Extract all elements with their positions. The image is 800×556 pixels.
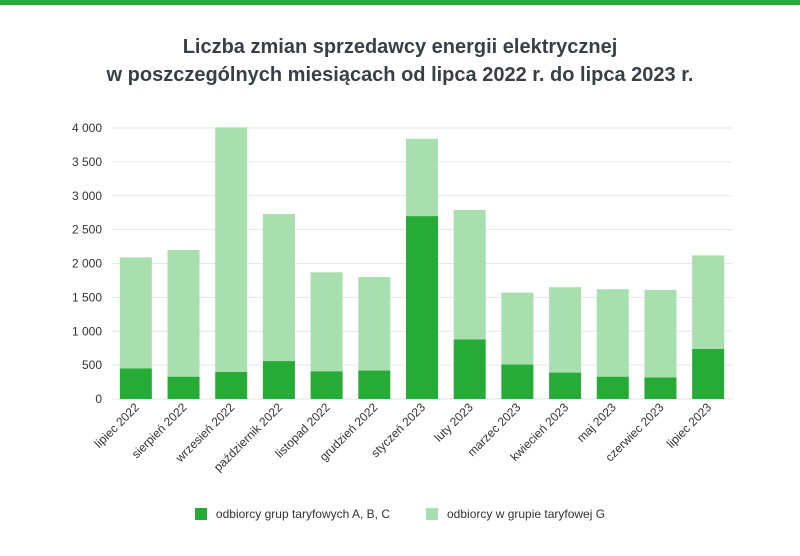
bar-segment-abc (692, 348, 725, 399)
chart-legend: odbiorcy grup taryfowych A, B, C odbiorc… (0, 507, 800, 521)
bar-segment-abc (596, 376, 629, 399)
legend-item-g: odbiorcy w grupie taryfowej G (426, 507, 605, 521)
legend-label-abc: odbiorcy grup taryfowych A, B, C (215, 507, 390, 521)
bar-segment-abc (310, 371, 343, 399)
y-tick-label: 3 000 (72, 189, 102, 203)
chart-title: Liczba zmian sprzedawcy energii elektryc… (0, 33, 800, 89)
y-tick-label: 2 500 (72, 223, 102, 237)
y-tick-label: 500 (82, 358, 102, 372)
y-tick-label: 1 000 (72, 324, 102, 338)
y-tick-label: 1 500 (72, 290, 102, 304)
y-tick-label: 3 500 (72, 155, 102, 169)
bar-segment-g (596, 289, 629, 377)
x-tick-label: maj 2023 (574, 400, 619, 445)
top-accent-bar (0, 0, 800, 5)
x-tick-label: lipiec 2023 (664, 400, 715, 451)
bar-segment-g (215, 127, 248, 372)
bar-segment-abc (358, 370, 391, 399)
x-tick-label: luty 2023 (431, 400, 476, 445)
bar-segment-abc (167, 376, 200, 399)
legend-swatch-abc (194, 508, 207, 520)
legend-label-g: odbiorcy w grupie taryfowej G (447, 507, 606, 521)
x-tick-label: lipiec 2022 (91, 400, 142, 451)
bar-segment-abc (406, 216, 438, 399)
legend-swatch-g (426, 508, 438, 520)
bar-segment-g (262, 214, 295, 362)
chart-title-line-2: w poszczególnych miesiącach od lipca 202… (106, 64, 694, 86)
bar-segment-g (406, 138, 438, 217)
bar-segment-abc (501, 364, 534, 399)
bar-segment-g (501, 292, 534, 365)
legend-item-abc: odbiorcy grup taryfowych A, B, C (194, 507, 390, 521)
bar-segment-g (310, 272, 343, 372)
y-tick-label: 2 000 (72, 257, 102, 271)
chart-title-line-1: Liczba zmian sprzedawcy energii elektryc… (182, 36, 618, 58)
bar-segment-abc (262, 361, 295, 399)
bar-segment-g (549, 287, 582, 373)
bar-segment-abc (644, 377, 677, 399)
bar-segment-abc (549, 372, 582, 399)
y-tick-label: 0 (95, 392, 102, 406)
bar-segment-abc (119, 368, 152, 399)
bar-segment-abc (453, 339, 486, 399)
bar-segment-g (644, 289, 677, 378)
bar-segment-abc (215, 371, 248, 399)
y-tick-label: 4 000 (72, 121, 102, 135)
bar-segment-g (119, 257, 152, 369)
bar-segment-g (692, 255, 725, 349)
bar-segment-g (167, 249, 200, 377)
bar-segment-g (358, 277, 391, 371)
bar-segment-g (453, 209, 486, 340)
